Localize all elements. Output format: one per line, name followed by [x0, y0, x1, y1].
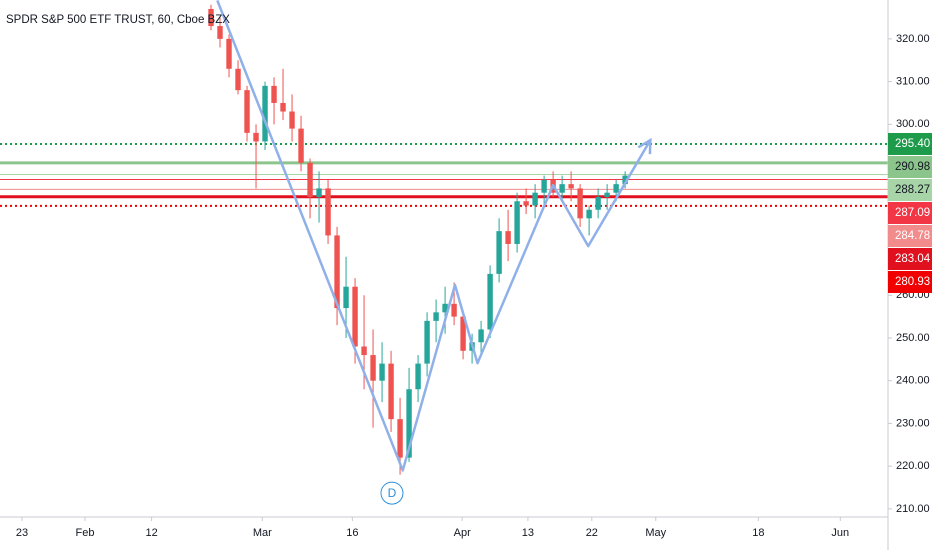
- title-bg: [0, 10, 192, 30]
- candle-body: [334, 235, 340, 309]
- x-tick-label: 12: [145, 527, 157, 539]
- y-tick-label: 250.00: [896, 332, 930, 344]
- candle-body: [370, 355, 376, 381]
- x-tick-label: May: [645, 527, 666, 539]
- price-label: 280.93: [895, 276, 930, 288]
- y-tick-label: 300.00: [896, 118, 930, 130]
- candle-body: [280, 102, 286, 112]
- candle-body: [361, 346, 367, 356]
- arrow-head: [637, 137, 652, 155]
- price-label: 295.40: [895, 138, 930, 150]
- candle-body: [622, 175, 628, 185]
- price-label-bg: [888, 132, 932, 155]
- price-label-bg: [888, 224, 932, 247]
- candle-body: [451, 303, 457, 317]
- candle-body: [271, 85, 277, 103]
- price-label-bg: [888, 155, 932, 178]
- x-tick-label: 16: [346, 527, 358, 539]
- x-tick-label: 18: [752, 527, 764, 539]
- candle-body: [316, 188, 322, 197]
- candle-body: [487, 273, 493, 330]
- y-tick-label: 320.00: [896, 33, 930, 45]
- candle-body: [415, 363, 421, 390]
- candle-body: [262, 85, 268, 142]
- price-label: 283.04: [895, 253, 931, 265]
- candle-body: [289, 111, 295, 129]
- candle-body: [577, 188, 583, 219]
- candle-body: [442, 303, 448, 313]
- candle-body: [208, 8, 214, 27]
- y-tick-label: 310.00: [896, 76, 930, 88]
- candle-body: [325, 188, 331, 236]
- candle-body: [541, 179, 547, 193]
- candle-body: [514, 201, 520, 244]
- candle-body: [460, 316, 466, 351]
- x-tick-label: 13: [522, 527, 534, 539]
- price-label-bg: [888, 201, 932, 224]
- candle-body: [586, 209, 592, 219]
- price-label-bg: [888, 178, 932, 201]
- candle-body: [478, 329, 484, 343]
- annotation-label: D: [388, 486, 397, 500]
- candle-body: [379, 363, 385, 381]
- candle-body: [406, 389, 412, 458]
- price-label: 287.09: [895, 207, 930, 219]
- candle-body: [613, 184, 619, 193]
- x-tick-label: Mar: [253, 527, 272, 539]
- candle-body: [343, 286, 349, 309]
- candle-body: [559, 184, 565, 193]
- candle-body: [226, 38, 232, 69]
- candle-body: [595, 196, 601, 210]
- price-label: 288.27: [895, 184, 930, 196]
- candle-body: [235, 68, 241, 91]
- candle-body: [433, 312, 439, 321]
- candle-body: [244, 90, 250, 133]
- x-tick-label: Jun: [831, 527, 849, 539]
- chart-title: SPDR S&P 500 ETF TRUST, 60, Cboe BZX: [6, 14, 230, 26]
- annotation-circle: [380, 481, 404, 505]
- price-label-bg: [888, 247, 932, 270]
- y-tick-label: 210.00: [896, 503, 930, 515]
- y-tick-label: 230.00: [896, 417, 930, 429]
- x-tick-label: Feb: [75, 527, 94, 539]
- x-tick-label: Apr: [454, 527, 471, 539]
- y-tick-label: 240.00: [896, 375, 930, 387]
- candle-body: [253, 132, 259, 142]
- price-label: 284.78: [895, 230, 930, 242]
- candle-body: [298, 128, 304, 163]
- candle-body: [424, 320, 430, 364]
- candle-body: [307, 162, 313, 197]
- price-label: 290.98: [895, 161, 930, 173]
- candle-body: [532, 192, 538, 206]
- x-tick-label: 23: [16, 527, 28, 539]
- candle-body: [505, 231, 511, 244]
- price-label-bg: [888, 270, 932, 293]
- candle-body: [217, 26, 223, 39]
- candle-body: [523, 201, 529, 206]
- candle-body: [568, 184, 574, 189]
- candle-body: [397, 419, 403, 458]
- candle-body: [604, 192, 610, 197]
- candle-body: [388, 363, 394, 420]
- candle-body: [352, 286, 358, 347]
- plot: D: [0, 0, 888, 505]
- trend-drawing: [216, 0, 652, 472]
- candle-body: [496, 231, 502, 274]
- x-tick-label: 22: [586, 527, 598, 539]
- y-tick-label: 220.00: [896, 460, 930, 472]
